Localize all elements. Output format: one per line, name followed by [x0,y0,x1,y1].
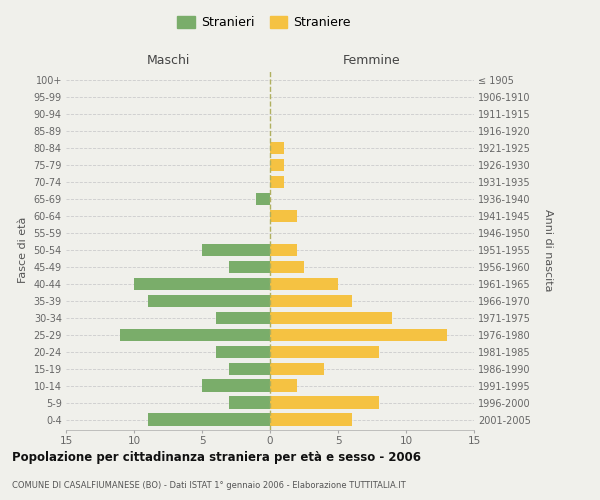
Y-axis label: Fasce di età: Fasce di età [18,217,28,283]
Bar [270,244,297,256]
Bar [270,312,392,324]
Bar [270,396,379,409]
Bar [215,312,270,324]
Bar [270,278,338,290]
Bar [270,158,284,172]
Bar [270,414,352,426]
Text: Femmine: Femmine [343,54,401,66]
Bar [270,328,447,342]
Bar [229,396,270,409]
Text: COMUNE DI CASALFIUMANESE (BO) - Dati ISTAT 1° gennaio 2006 - Elaborazione TUTTIT: COMUNE DI CASALFIUMANESE (BO) - Dati IST… [12,480,406,490]
Bar [148,294,270,308]
Bar [229,260,270,274]
Y-axis label: Anni di nascita: Anni di nascita [543,209,553,291]
Bar [121,328,270,342]
Bar [202,244,270,256]
Bar [148,414,270,426]
Legend: Stranieri, Straniere: Stranieri, Straniere [172,11,356,34]
Bar [134,278,270,290]
Bar [270,176,284,188]
Bar [270,294,352,308]
Bar [256,192,270,205]
Bar [270,346,379,358]
Text: Maschi: Maschi [146,54,190,66]
Bar [270,210,297,222]
Text: Popolazione per cittadinanza straniera per età e sesso - 2006: Popolazione per cittadinanza straniera p… [12,451,421,464]
Bar [270,362,325,375]
Bar [215,346,270,358]
Bar [229,362,270,375]
Bar [270,380,297,392]
Bar [270,260,304,274]
Bar [202,380,270,392]
Bar [270,142,284,154]
